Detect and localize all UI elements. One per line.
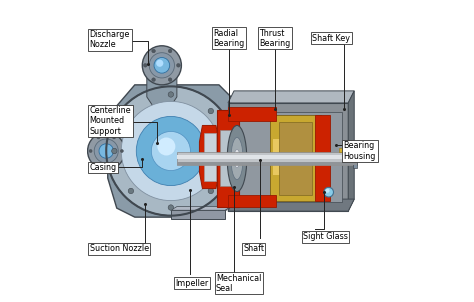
Ellipse shape <box>234 149 240 168</box>
Text: Casing: Casing <box>90 163 117 172</box>
Circle shape <box>112 163 116 166</box>
Text: Impeller: Impeller <box>175 279 209 288</box>
Circle shape <box>324 187 334 197</box>
Circle shape <box>144 63 147 67</box>
Bar <box>315 115 330 201</box>
Circle shape <box>128 188 134 194</box>
Polygon shape <box>348 91 354 211</box>
Circle shape <box>120 149 123 153</box>
Text: Radial
Bearing: Radial Bearing <box>213 29 244 48</box>
Circle shape <box>208 108 213 114</box>
Ellipse shape <box>227 125 247 191</box>
Circle shape <box>112 136 116 139</box>
Circle shape <box>142 46 182 85</box>
Bar <box>273 139 297 175</box>
Text: Bearing
Housing: Bearing Housing <box>344 141 376 161</box>
Circle shape <box>208 188 213 194</box>
Bar <box>218 111 238 207</box>
Bar <box>177 152 357 165</box>
Text: Shaft Key: Shaft Key <box>312 34 350 43</box>
FancyBboxPatch shape <box>228 103 348 211</box>
Circle shape <box>89 149 92 153</box>
Bar <box>177 162 357 165</box>
Circle shape <box>97 136 100 139</box>
Circle shape <box>168 205 173 210</box>
Circle shape <box>121 101 220 201</box>
Bar <box>171 210 225 219</box>
Ellipse shape <box>231 137 243 180</box>
Bar <box>228 194 276 207</box>
Circle shape <box>152 78 155 82</box>
Text: Mechanical
Seal: Mechanical Seal <box>216 274 261 293</box>
Circle shape <box>106 86 236 216</box>
Text: Thrust
Bearing: Thrust Bearing <box>260 29 291 48</box>
Circle shape <box>177 63 180 67</box>
Bar <box>220 130 236 185</box>
Bar <box>270 115 321 201</box>
Circle shape <box>88 132 125 170</box>
Circle shape <box>168 92 173 97</box>
Circle shape <box>156 59 164 67</box>
Bar <box>234 112 342 202</box>
Circle shape <box>151 131 191 171</box>
Text: Suction Nozzle: Suction Nozzle <box>90 244 149 253</box>
Bar <box>223 130 236 190</box>
Circle shape <box>154 57 170 73</box>
Bar <box>204 133 216 181</box>
Polygon shape <box>200 125 219 188</box>
Polygon shape <box>147 67 177 106</box>
Text: Sight Glass: Sight Glass <box>303 232 348 241</box>
Circle shape <box>94 139 118 163</box>
Circle shape <box>137 117 205 185</box>
Circle shape <box>97 163 100 166</box>
Circle shape <box>149 53 174 78</box>
Circle shape <box>225 148 230 154</box>
Circle shape <box>128 108 134 114</box>
Circle shape <box>157 137 175 156</box>
Polygon shape <box>228 199 354 211</box>
Circle shape <box>325 188 329 193</box>
Circle shape <box>152 49 155 53</box>
Text: Discharge
Nozzle: Discharge Nozzle <box>90 30 130 50</box>
Circle shape <box>99 144 113 158</box>
Circle shape <box>112 148 117 154</box>
Text: Shaft: Shaft <box>243 244 264 253</box>
Polygon shape <box>108 85 231 217</box>
Polygon shape <box>228 91 354 103</box>
Polygon shape <box>171 207 231 210</box>
Circle shape <box>168 49 172 53</box>
Bar <box>228 108 276 121</box>
Bar <box>279 122 312 194</box>
Bar <box>339 148 348 152</box>
Bar <box>353 149 357 168</box>
Circle shape <box>168 78 172 82</box>
Text: Centerline
Mounted
Support: Centerline Mounted Support <box>90 106 131 136</box>
Bar <box>177 155 357 159</box>
